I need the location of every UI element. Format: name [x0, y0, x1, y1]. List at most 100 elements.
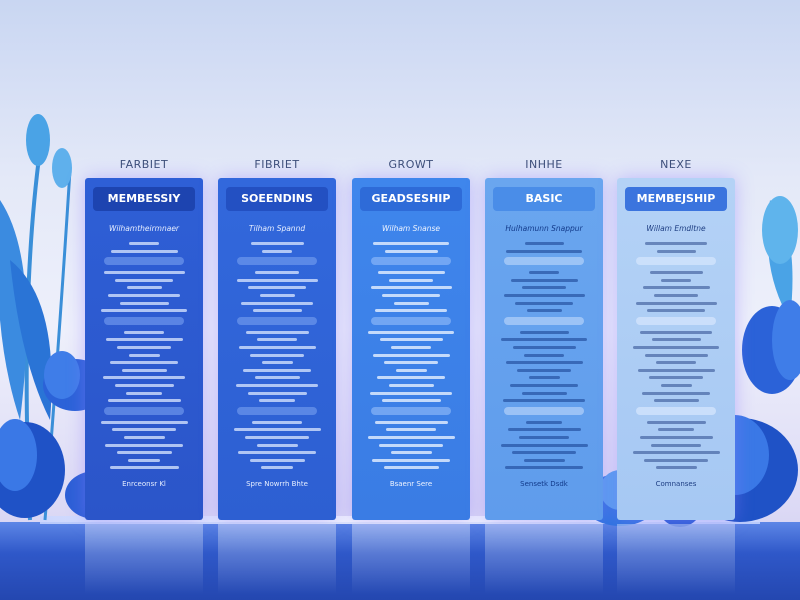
decorative-pill: [371, 257, 451, 266]
decorative-line: [257, 338, 297, 342]
decorative-line: [124, 330, 164, 334]
decorative-line: [524, 353, 564, 357]
card-reflection: [218, 524, 336, 594]
decorative-line: [252, 420, 302, 424]
decorative-line: [503, 399, 585, 403]
decorative-line: [375, 309, 447, 313]
column-label: NEXE: [660, 158, 692, 171]
decorative-line: [519, 330, 569, 334]
decorative-line: [370, 391, 452, 395]
column-label: FIBRIET: [254, 158, 300, 171]
decorative-line: [384, 361, 438, 365]
decorative-line: [656, 361, 696, 365]
card-subtitle: Tilham Spannd: [248, 224, 306, 233]
card-subtitle: Wilhamtheirmnaer: [108, 224, 180, 233]
decorative-line: [510, 384, 578, 387]
card-title: MEMBEJSHIP: [625, 187, 727, 211]
card-title: SOEENDINS: [226, 187, 328, 211]
decorative-line: [640, 330, 712, 334]
pricing-card: SOEENDINS Tilham Spannd Spre Nowrrh Bhte: [218, 178, 336, 520]
decorative-line: [250, 242, 304, 245]
decorative-line: [379, 443, 443, 447]
decorative-line: [382, 294, 440, 297]
decorative-line: [651, 443, 701, 447]
decorative-line: [129, 242, 159, 245]
decorative-line: [259, 294, 295, 297]
decorative-line: [523, 458, 565, 462]
card-title: MEMBESSIY: [93, 187, 195, 211]
decorative-line: [367, 436, 455, 439]
decorative-line: [522, 286, 566, 290]
decorative-line: [103, 271, 185, 275]
decorative-line: [645, 242, 707, 245]
decorative-line: [517, 368, 571, 372]
decorative-pill: [237, 316, 317, 325]
decorative-line: [101, 309, 187, 313]
decorative-line: [245, 436, 309, 439]
decorative-line: [108, 294, 180, 297]
decorative-pill: [504, 257, 584, 266]
card-footer: Bsaenr Sere: [389, 480, 433, 488]
decorative-line: [115, 278, 173, 282]
decorative-line: [635, 301, 717, 305]
decorative-line: [391, 346, 431, 349]
decorative-line: [644, 353, 708, 357]
decorative-line: [644, 458, 708, 462]
card-footer: Sensetk Dsdk: [520, 480, 568, 488]
decorative-pill: [504, 316, 584, 325]
card-footer: Spre Nowrrh Bhte: [246, 480, 308, 488]
decorative-pill: [371, 406, 451, 415]
decorative-line: [252, 309, 302, 313]
card-reflection: [85, 524, 203, 594]
card-reflection: [485, 524, 603, 594]
decorative-line: [126, 286, 162, 290]
decorative-line: [505, 361, 583, 365]
decorative-line: [236, 384, 318, 387]
decorative-line: [651, 338, 701, 342]
decorative-line: [655, 466, 697, 470]
decorative-pill: [504, 406, 584, 415]
decorative-line: [374, 420, 448, 424]
decorative-line: [105, 338, 183, 342]
decorative-line: [658, 428, 694, 432]
decorative-line: [262, 249, 292, 253]
decorative-line: [377, 271, 445, 275]
decorative-line: [521, 391, 567, 395]
decorative-line: [653, 399, 699, 403]
decorative-line: [633, 346, 719, 349]
decorative-line: [639, 436, 713, 439]
decorative-pill: [237, 406, 317, 415]
decorative-pill: [104, 316, 184, 325]
decorative-line: [254, 376, 300, 380]
decorative-line: [249, 458, 305, 462]
decorative-pill: [371, 316, 451, 325]
decorative-line: [506, 249, 582, 253]
decorative-line: [515, 301, 573, 305]
decorative-line: [637, 368, 715, 372]
decorative-line: [654, 294, 698, 297]
decorative-line: [386, 428, 436, 432]
decorative-line: [245, 330, 309, 334]
decorative-line: [261, 466, 293, 470]
decorative-line: [114, 384, 174, 387]
card-title: BASIC: [493, 187, 595, 211]
decorative-line: [389, 278, 433, 282]
decorative-pill: [636, 257, 716, 266]
decorative-line: [109, 466, 179, 470]
decorative-line: [388, 384, 434, 387]
decorative-line: [107, 399, 181, 403]
card-footer: Enrceonsr Kl: [122, 480, 166, 488]
card-subtitle: Hulhamunn Snappur: [505, 224, 583, 233]
decorative-line: [259, 399, 295, 403]
decorative-line: [383, 466, 439, 470]
decorative-line: [236, 278, 318, 282]
card-subtitle: Wilham Snanse: [381, 224, 440, 233]
card-reflection: [617, 524, 735, 594]
decorative-line: [112, 428, 176, 432]
card-footer: Comnanses: [655, 480, 697, 488]
ledge: [40, 516, 760, 524]
decorative-line: [632, 451, 720, 455]
decorative-line: [377, 376, 445, 380]
